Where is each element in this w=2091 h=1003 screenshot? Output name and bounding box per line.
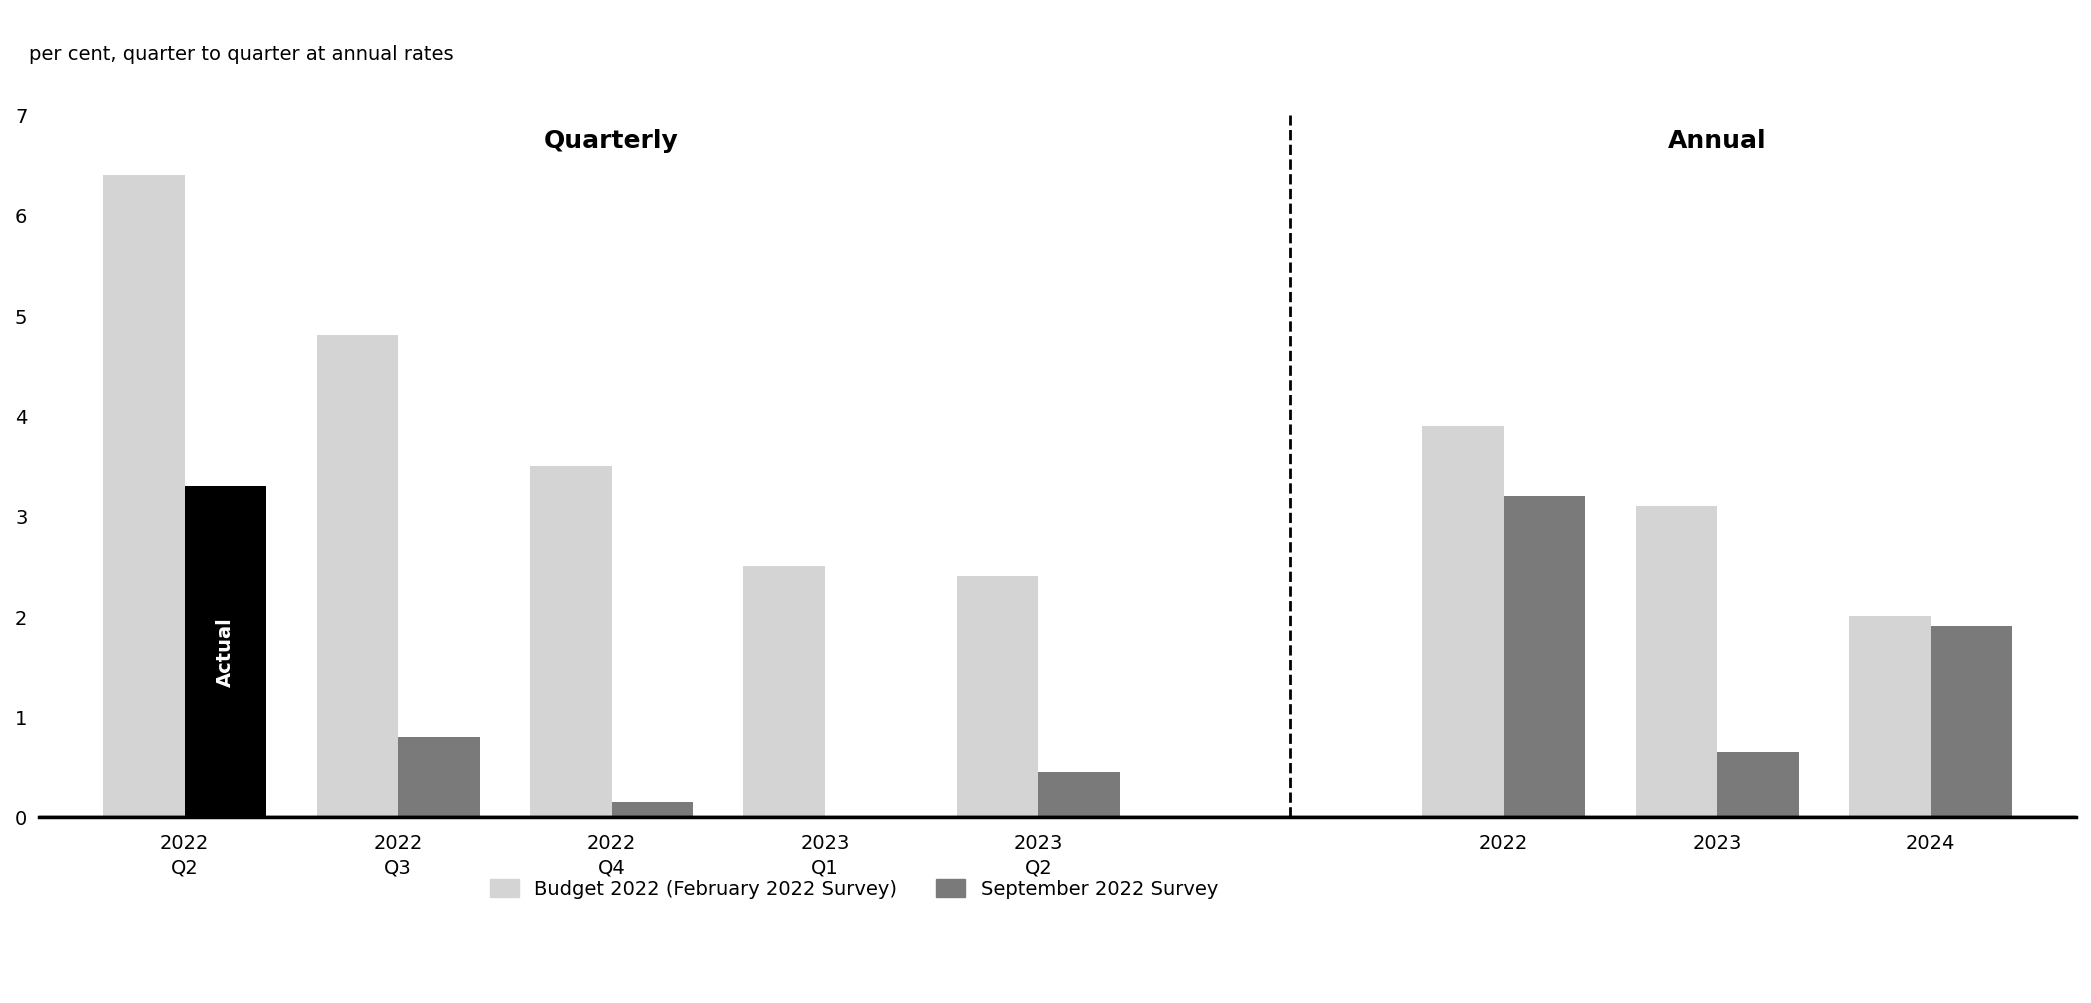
Bar bbox=[1848, 617, 1930, 817]
Text: Actual: Actual bbox=[215, 617, 234, 687]
Bar bbox=[1422, 426, 1503, 817]
Text: per cent, quarter to quarter at annual rates: per cent, quarter to quarter at annual r… bbox=[29, 45, 454, 64]
Bar bbox=[1635, 507, 1717, 817]
Bar bbox=[1039, 772, 1119, 817]
Bar bbox=[1717, 752, 1798, 817]
Bar bbox=[611, 802, 692, 817]
Bar bbox=[744, 567, 824, 817]
Bar bbox=[1503, 496, 1585, 817]
Bar bbox=[184, 486, 266, 817]
Bar bbox=[316, 336, 397, 817]
Text: Annual: Annual bbox=[1669, 128, 1767, 152]
Text: Quarterly: Quarterly bbox=[544, 128, 680, 152]
Legend: Budget 2022 (February 2022 Survey), September 2022 Survey: Budget 2022 (February 2022 Survey), Sept… bbox=[489, 880, 1219, 899]
Bar bbox=[529, 466, 611, 817]
Bar bbox=[1930, 627, 2012, 817]
Bar bbox=[102, 176, 184, 817]
Bar bbox=[397, 737, 479, 817]
Bar bbox=[958, 577, 1039, 817]
